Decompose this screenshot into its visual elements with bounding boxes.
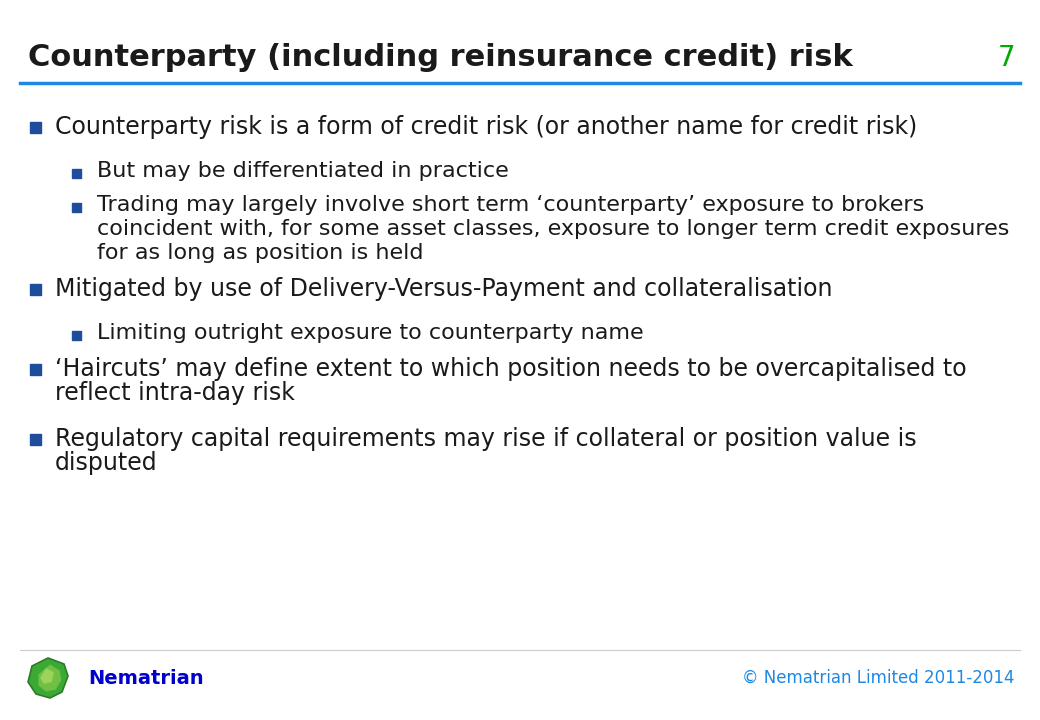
Text: Nematrian: Nematrian <box>88 668 204 688</box>
Text: Counterparty risk is a form of credit risk (or another name for credit risk): Counterparty risk is a form of credit ri… <box>55 115 917 139</box>
Text: Limiting outright exposure to counterparty name: Limiting outright exposure to counterpar… <box>97 323 644 343</box>
Bar <box>30 122 41 132</box>
Polygon shape <box>28 658 68 698</box>
Text: for as long as position is held: for as long as position is held <box>97 243 423 263</box>
Text: ‘Haircuts’ may define extent to which position needs to be overcapitalised to: ‘Haircuts’ may define extent to which po… <box>55 357 966 381</box>
Text: coincident with, for some asset classes, exposure to longer term credit exposure: coincident with, for some asset classes,… <box>97 219 1010 239</box>
Bar <box>30 433 41 444</box>
Text: But may be differentiated in practice: But may be differentiated in practice <box>97 161 509 181</box>
Text: © Nematrian Limited 2011-2014: © Nematrian Limited 2011-2014 <box>743 669 1015 687</box>
Text: Trading may largely involve short term ‘counterparty’ exposure to brokers: Trading may largely involve short term ‘… <box>97 195 925 215</box>
Text: Regulatory capital requirements may rise if collateral or position value is: Regulatory capital requirements may rise… <box>55 427 916 451</box>
Text: disputed: disputed <box>55 451 158 475</box>
Bar <box>72 330 81 340</box>
Text: 7: 7 <box>997 44 1015 72</box>
Text: Mitigated by use of Delivery-Versus-Payment and collateralisation: Mitigated by use of Delivery-Versus-Paym… <box>55 277 832 301</box>
Bar <box>30 364 41 374</box>
Text: reflect intra-day risk: reflect intra-day risk <box>55 381 295 405</box>
Text: Counterparty (including reinsurance credit) risk: Counterparty (including reinsurance cred… <box>28 43 853 73</box>
Polygon shape <box>38 664 62 692</box>
Bar <box>72 202 81 212</box>
Bar <box>30 284 41 294</box>
Polygon shape <box>40 668 54 684</box>
Bar <box>72 168 81 178</box>
